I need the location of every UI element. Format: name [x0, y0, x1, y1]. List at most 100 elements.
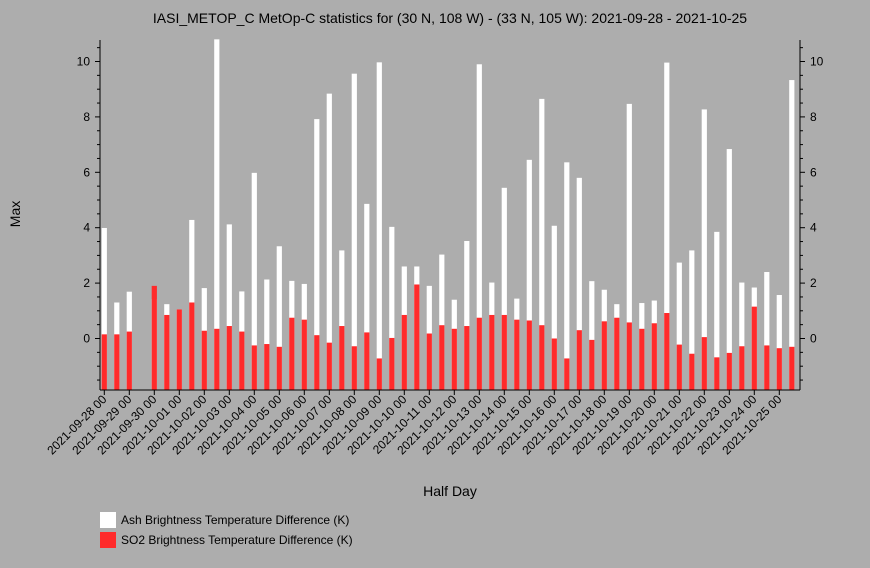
ash-bar	[689, 250, 695, 390]
ash-bar	[726, 149, 732, 390]
so2-bar	[276, 346, 282, 390]
ash-bar	[476, 64, 482, 391]
ash-bar	[376, 62, 382, 391]
so2-bar	[201, 330, 207, 390]
y-tick-label-left: 8	[83, 110, 90, 124]
so2-bar	[464, 326, 470, 390]
so2-bar	[539, 325, 545, 390]
so2-bar	[239, 331, 245, 390]
so2-bar	[126, 331, 132, 390]
so2-bar	[689, 353, 695, 390]
so2-bar	[176, 309, 182, 390]
so2-bar	[439, 325, 445, 390]
so2-bar	[214, 328, 220, 390]
so2-bar	[489, 314, 495, 390]
so2-bar	[514, 319, 520, 390]
y-tick-label-right: 2	[810, 276, 817, 290]
legend-swatch-ash	[100, 512, 116, 528]
ash-bar	[589, 281, 595, 390]
y-tick-label-left: 6	[83, 165, 90, 179]
ash-bar	[539, 98, 545, 391]
so2-bar	[451, 328, 457, 390]
so2-bar	[289, 317, 295, 390]
ash-bar	[351, 73, 357, 391]
legend-label-so2: SO2 Brightness Temperature Difference (K…	[121, 533, 353, 547]
ash-bar	[226, 224, 232, 390]
ash-bar	[576, 177, 582, 390]
so2-bar	[426, 333, 432, 390]
ash-bar	[326, 93, 332, 390]
so2-bar	[189, 302, 195, 390]
y-tick-label-left: 4	[83, 221, 90, 235]
ash-bar	[551, 225, 557, 390]
so2-bar	[501, 314, 507, 390]
ash-bar	[664, 62, 670, 390]
ash-bar	[626, 103, 632, 391]
legend-label-ash: Ash Brightness Temperature Difference (K…	[121, 513, 350, 527]
so2-bar	[326, 342, 332, 390]
ash-bar	[251, 172, 257, 390]
y-tick-label-right: 8	[810, 110, 817, 124]
ash-bar	[214, 39, 220, 391]
ash-bar	[714, 231, 720, 390]
ash-bar	[264, 279, 270, 390]
so2-bar	[264, 344, 270, 390]
so2-bar	[739, 346, 745, 390]
ash-bar	[739, 282, 745, 390]
ash-bar	[439, 254, 445, 390]
ash-bar	[339, 250, 345, 390]
so2-bar	[551, 338, 557, 390]
y-tick-label-left: 2	[83, 276, 90, 290]
so2-bar	[676, 344, 682, 390]
so2-bar	[651, 323, 657, 390]
so2-bar	[639, 328, 645, 390]
so2-bar	[301, 319, 307, 390]
so2-bar	[226, 326, 232, 390]
ash-bar	[389, 226, 395, 390]
ash-bar	[701, 109, 707, 391]
so2-bar	[614, 317, 620, 390]
bars-layer	[101, 39, 795, 391]
so2-bar	[401, 314, 407, 390]
so2-bar	[751, 306, 757, 390]
so2-bar	[114, 334, 120, 390]
chart-title: IASI_METOP_C MetOp-C statistics for (30 …	[153, 10, 747, 26]
ash-bar	[501, 187, 507, 390]
so2-bar	[476, 317, 482, 390]
y-tick-label-right: 0	[810, 332, 817, 346]
ash-bar	[676, 262, 682, 390]
ash-bar	[526, 159, 532, 390]
y-tick-label-right: 10	[810, 55, 824, 69]
so2-bar	[164, 314, 170, 390]
y-axis-label: Max	[7, 201, 23, 227]
ash-bar	[789, 80, 795, 391]
so2-bar	[764, 345, 770, 390]
ash-bar	[364, 203, 370, 390]
so2-bar	[789, 346, 795, 390]
so2-bar	[714, 357, 720, 390]
ash-bar	[764, 272, 770, 390]
so2-bar	[389, 337, 395, 390]
legend-swatch-so2	[100, 532, 116, 548]
so2-bar	[589, 339, 595, 390]
ash-bar	[564, 162, 570, 390]
so2-bar	[314, 335, 320, 390]
so2-bar	[364, 332, 370, 390]
so2-bar	[151, 285, 157, 390]
ash-bar	[464, 240, 470, 390]
so2-bar	[101, 334, 107, 390]
ash-bar	[314, 119, 320, 390]
ash-bar	[276, 246, 282, 390]
so2-bar	[701, 337, 707, 390]
legend-item-so2: SO2 Brightness Temperature Difference (K…	[100, 532, 353, 548]
so2-bar	[776, 348, 782, 390]
so2-bar	[414, 284, 420, 390]
y-tick-label-right: 6	[810, 165, 817, 179]
so2-bar	[726, 352, 732, 390]
so2-bar	[376, 358, 382, 390]
so2-bar	[351, 346, 357, 390]
so2-bar	[576, 330, 582, 390]
y-tick-label-right: 4	[810, 221, 817, 235]
